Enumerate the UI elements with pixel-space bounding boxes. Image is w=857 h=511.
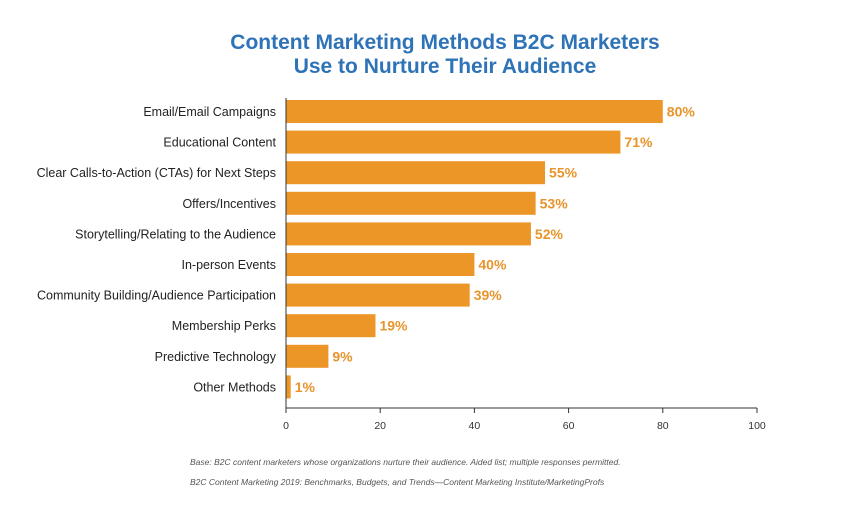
x-tick-label: 100 (748, 420, 766, 432)
bar (286, 314, 376, 338)
bar (286, 130, 621, 154)
value-label: 80% (667, 104, 696, 120)
bar (286, 375, 291, 399)
value-label: 71% (624, 134, 653, 150)
category-label: Offers/Incentives (182, 197, 276, 211)
bar (286, 100, 663, 123)
x-tick-label: 0 (283, 420, 289, 432)
bar (286, 191, 536, 215)
bar (286, 161, 546, 185)
footnote-base: Base: B2C content marketers whose organi… (190, 457, 621, 467)
category-label: Educational Content (163, 136, 276, 150)
value-label: 19% (379, 318, 408, 334)
chart-title-line-2: Use to Nurture Their Audience (293, 55, 597, 78)
value-label: 9% (332, 348, 353, 364)
x-tick-label: 60 (563, 420, 575, 432)
x-tick-label: 40 (469, 420, 481, 432)
category-label: Email/Email Campaigns (143, 105, 276, 119)
category-label: In-person Events (182, 258, 277, 272)
value-label: 39% (474, 287, 503, 303)
value-label: 55% (549, 165, 578, 181)
bar (286, 222, 531, 246)
value-label: 52% (535, 226, 564, 242)
x-tick-label: 20 (374, 420, 386, 432)
value-label: 53% (540, 195, 569, 211)
bar (286, 344, 329, 368)
category-label: Predictive Technology (155, 350, 277, 364)
bar (286, 253, 475, 276)
value-label: 40% (478, 257, 507, 273)
category-label: Other Methods (193, 380, 276, 394)
category-label: Community Building/Audience Participatio… (37, 289, 276, 303)
value-label: 1% (295, 379, 316, 395)
category-label: Clear Calls-to-Action (CTAs) for Next St… (37, 166, 276, 180)
bar (286, 283, 470, 307)
footnote-source: B2C Content Marketing 2019: Benchmarks, … (190, 477, 605, 487)
category-label: Membership Perks (172, 319, 276, 333)
x-tick-label: 80 (657, 420, 669, 432)
chart-title-line-1: Content Marketing Methods B2C Marketers (230, 31, 660, 54)
category-label: Storytelling/Relating to the Audience (75, 227, 276, 241)
